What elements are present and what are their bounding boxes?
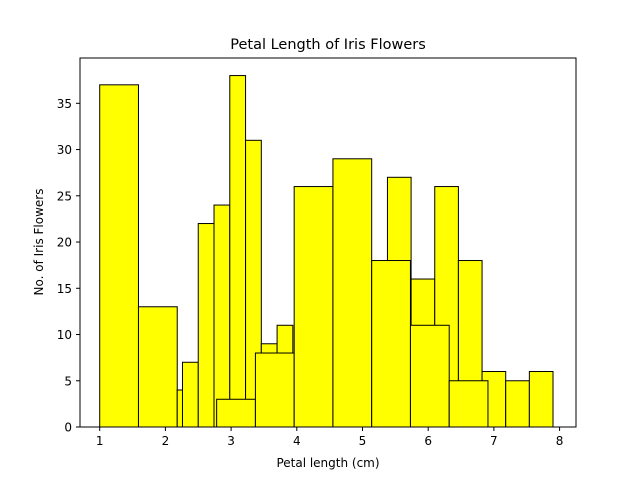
- histogram-bar-3: [181, 361, 199, 428]
- y-tick-label-0: 0: [64, 421, 72, 435]
- histogram-bar-12: [293, 186, 334, 428]
- x-tick-label-7: 7: [490, 434, 498, 448]
- x-tick-label-1: 1: [96, 434, 104, 448]
- y-tick-label-25: 25: [57, 189, 72, 203]
- histogram-bar-21: [448, 380, 489, 428]
- x-tick-label-2: 2: [162, 434, 170, 448]
- chart-title: Petal Length of Iris Flowers: [230, 37, 426, 53]
- histogram-bar-6: [229, 75, 247, 428]
- histogram-bar-18: [409, 324, 450, 428]
- histogram-bar-15: [371, 260, 411, 428]
- histogram-bar-23: [528, 371, 554, 428]
- histogram-bar-13: [332, 158, 373, 428]
- histogram-bar-2: [176, 389, 183, 428]
- x-tick-label-8: 8: [556, 434, 564, 448]
- histogram-bar-1: [137, 306, 178, 428]
- histogram-bar-4: [197, 223, 215, 428]
- histogram-bar-8: [216, 398, 256, 428]
- x-axis: 1 2 3 4 5 6 7 8: [96, 427, 564, 448]
- x-axis-label: Petal length (cm): [276, 456, 379, 470]
- y-tick-label-15: 15: [57, 282, 72, 296]
- histogram-bar-22: [505, 380, 530, 428]
- x-tick-label-6: 6: [424, 434, 432, 448]
- histogram-bar-11: [254, 352, 295, 428]
- y-tick-label-30: 30: [57, 143, 72, 157]
- x-tick-label-3: 3: [227, 434, 235, 448]
- bars-group: [99, 75, 554, 428]
- y-axis-label: No. of Iris Flowers: [32, 189, 46, 296]
- y-tick-label-35: 35: [57, 97, 72, 111]
- histogram-bar-5: [213, 204, 231, 428]
- y-tick-label-10: 10: [57, 328, 72, 342]
- y-tick-label-20: 20: [57, 236, 72, 250]
- histogram-bar-0: [99, 84, 139, 428]
- y-tick-label-5: 5: [64, 374, 72, 388]
- y-axis: 0 5 10 15 20 25 30 35: [57, 97, 80, 435]
- x-tick-label-4: 4: [293, 434, 301, 448]
- x-tick-label-5: 5: [359, 434, 367, 448]
